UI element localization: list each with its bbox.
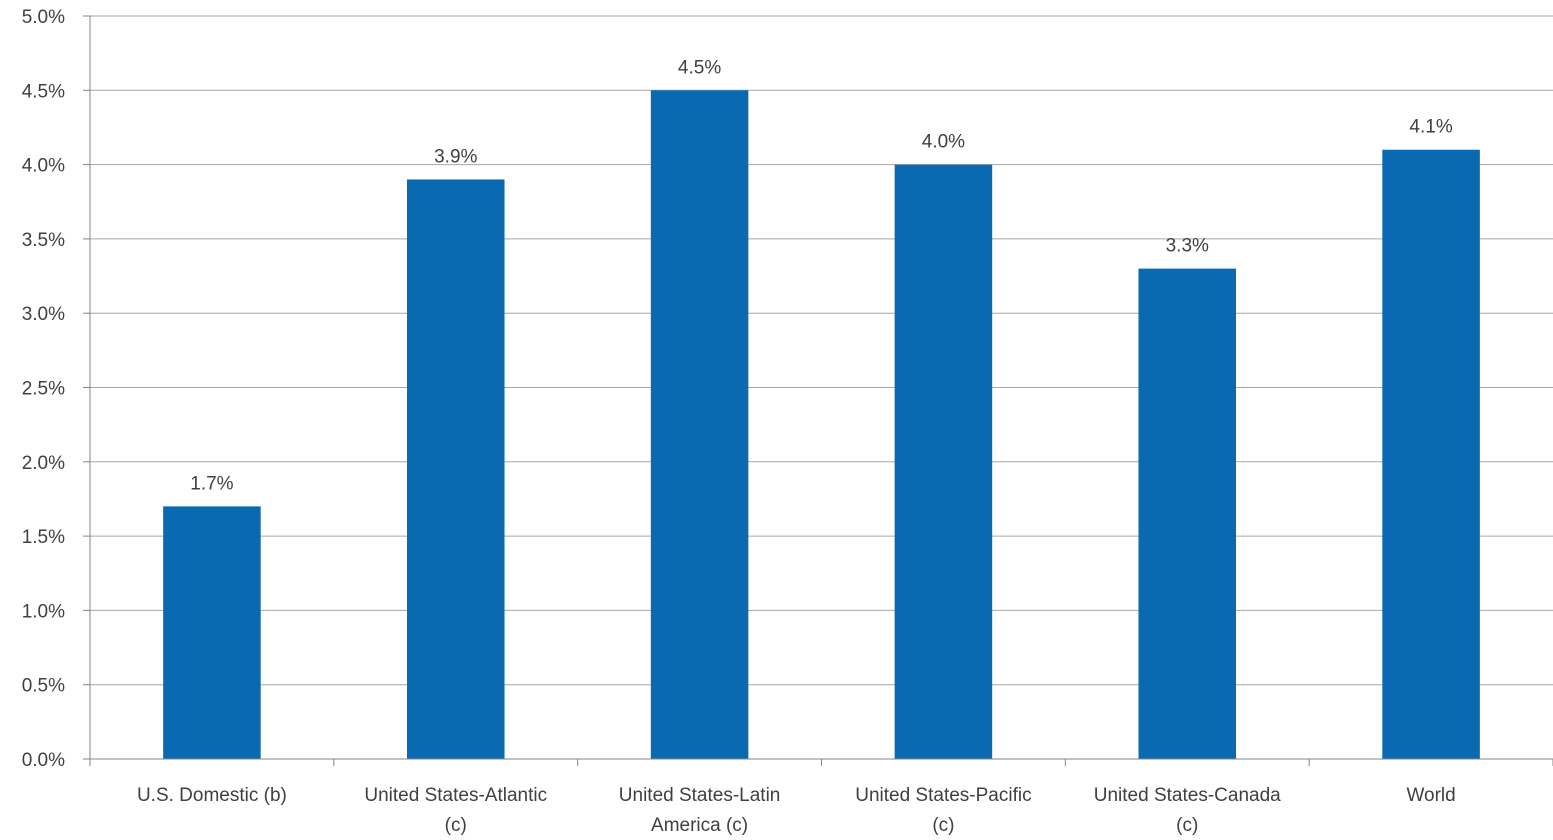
y-tick-label: 0.5%: [22, 676, 65, 697]
y-tick-label: 3.5%: [22, 230, 65, 251]
data-label: 1.7%: [190, 473, 233, 494]
x-category-label: U.S. Domestic (b): [137, 785, 287, 806]
x-category-label-line: (c): [1176, 815, 1198, 836]
bars: [163, 90, 1480, 760]
x-category-label: United States-Pacific (c): [855, 785, 1031, 836]
data-label: 3.9%: [434, 146, 477, 167]
y-tick-label: 2.0%: [22, 453, 65, 474]
x-axis-category-labels: U.S. Domestic (b) United States-Atlantic (…: [137, 785, 1456, 836]
x-category-label: United States-Canada (c): [1094, 785, 1281, 836]
y-tick-label: 1.5%: [22, 527, 65, 548]
y-tick-label: 3.0%: [22, 304, 65, 325]
y-tick-label: 5.0%: [22, 7, 65, 28]
x-category-label-line: (c): [445, 815, 467, 836]
x-category-label-line: United States-Pacific: [855, 785, 1031, 806]
x-category-label: United States-Atlantic (c): [364, 785, 547, 836]
y-tick-label: 0.0%: [22, 750, 65, 771]
gridlines: [83, 15, 1553, 760]
y-tick-label: 2.5%: [22, 379, 65, 400]
x-category-label-line: United States-Canada: [1094, 785, 1281, 806]
x-category-label-line: America (c): [651, 815, 748, 836]
bar: [406, 179, 505, 759]
x-category-label-line: World: [1406, 785, 1455, 806]
y-tick-label: 1.0%: [22, 601, 65, 622]
x-axis: [89, 16, 1553, 766]
x-category-label-line: United States-Latin: [619, 785, 781, 806]
y-axis-tick-labels: 0.0% 0.5% 1.0% 1.5% 2.0% 2.5% 3.0% 3.5% 4.0% 4.5%…: [22, 7, 65, 771]
bar: [894, 164, 993, 760]
bar: [1382, 149, 1480, 760]
bar: [1138, 268, 1237, 759]
x-category-label-line: (c): [932, 815, 954, 836]
x-category-label: United States-Latin America (c): [619, 785, 781, 836]
y-tick-label: 4.0%: [22, 156, 65, 177]
data-label: 3.3%: [1166, 236, 1209, 257]
y-tick-label: 4.5%: [22, 81, 65, 102]
data-label: 4.5%: [678, 57, 721, 78]
bar: [650, 90, 749, 760]
data-labels: 1.7% 3.9% 4.5% 4.0% 3.3% 4.1%: [190, 57, 1453, 494]
x-category-label-line: U.S. Domestic (b): [137, 785, 287, 806]
x-category-label: World: [1406, 785, 1455, 806]
x-category-label-line: United States-Atlantic: [364, 785, 547, 806]
bar: [163, 506, 261, 759]
data-label: 4.1%: [1409, 117, 1452, 138]
data-label: 4.0%: [922, 132, 965, 153]
